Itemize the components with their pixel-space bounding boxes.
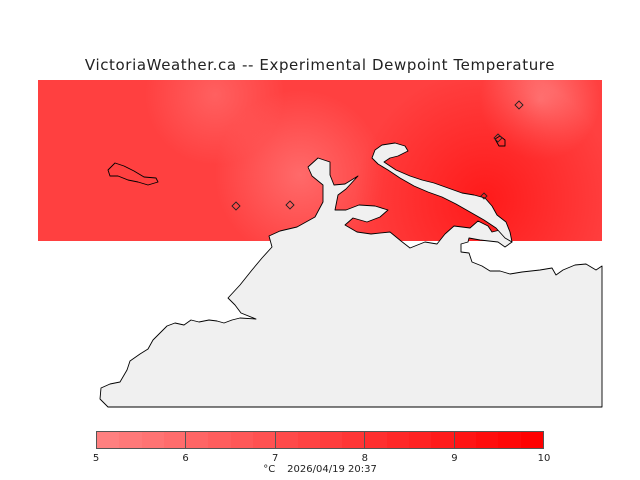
diamond-icon [480, 192, 488, 200]
legend-tick-label: 9 [451, 453, 458, 464]
legend-swatch [386, 432, 410, 448]
legend-unit: °C [263, 464, 276, 475]
vancouver-island-land [99, 157, 603, 408]
diamond-icon [231, 201, 241, 211]
legend-swatch [253, 432, 276, 448]
legend-divider [185, 431, 187, 449]
legend-swatch [119, 432, 142, 448]
legend-swatch [342, 432, 365, 448]
legend-swatch [319, 432, 343, 448]
legend-swatch [453, 432, 477, 448]
legend-tick-label: 5 [92, 453, 100, 464]
northwest-island [107, 162, 159, 186]
legend-swatch [431, 432, 454, 448]
legend-swatch [163, 432, 187, 448]
color-scale-bar [96, 431, 544, 449]
land-masses [99, 135, 603, 408]
legend-swatch [476, 432, 499, 448]
legend-divider [364, 431, 366, 449]
legend-tick-label: 6 [182, 453, 189, 464]
north-peninsula-land [371, 142, 513, 243]
legend-swatch [141, 432, 164, 448]
legend-swatch [297, 432, 320, 448]
legend-divider [274, 431, 276, 449]
legend-swatch [230, 432, 254, 448]
station-markers [231, 100, 524, 211]
legend-timestamp: 2026/04/19 20:37 [287, 464, 377, 475]
legend-tick-label: 7 [272, 453, 279, 464]
diamond-icon [514, 100, 524, 110]
legend-swatch [186, 432, 209, 448]
legend-swatch [520, 432, 543, 448]
legend-swatch [208, 432, 231, 448]
legend-tick-label: 8 [361, 453, 368, 464]
legend-swatch [364, 432, 387, 448]
legend-swatch [275, 432, 298, 448]
legend-tick-label: 10 [537, 453, 551, 464]
small-island [494, 135, 506, 147]
map-title: VictoriaWeather.ca -- Experimental Dewpo… [84, 56, 556, 74]
legend-swatch [97, 432, 120, 448]
legend-caption: °C 2026/04/19 20:37 [0, 464, 640, 475]
legend-divider [453, 431, 455, 449]
legend-swatch [409, 432, 432, 448]
legend-swatch [498, 432, 521, 448]
diamond-icon [493, 133, 503, 143]
diamond-icon [285, 200, 295, 210]
